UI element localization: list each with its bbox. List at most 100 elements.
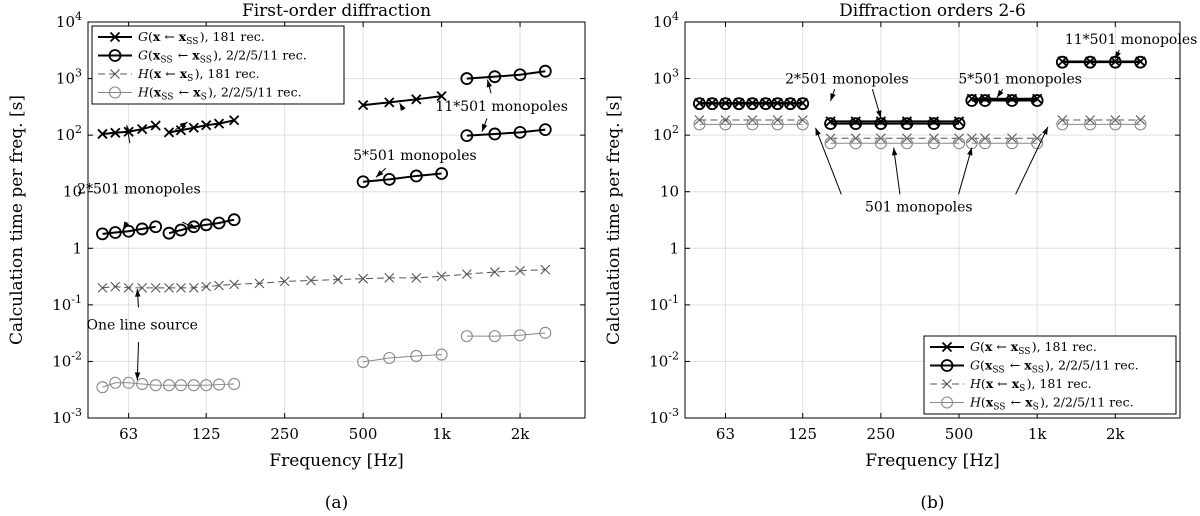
legend-label: G(xSS ← xSS ), 2/2/5/11 rec. xyxy=(970,358,1139,376)
data-point xyxy=(137,282,148,293)
arrow-head xyxy=(830,93,836,102)
data-point xyxy=(824,137,837,150)
arrow-head xyxy=(123,221,130,230)
x-tick-label: 250 xyxy=(270,425,299,443)
arrow-head xyxy=(399,102,406,111)
data-point xyxy=(540,264,551,275)
arrow-head xyxy=(179,122,188,129)
legend-label: H(xSS ← xS ), 2/2/5/11 rec. xyxy=(137,85,302,103)
y-axis-label: Calculation time per freq. [s] xyxy=(604,95,624,345)
data-point xyxy=(693,118,706,131)
y-tick-label: 1 xyxy=(72,239,82,257)
legend-label: H(xSS ← xS ), 2/2/5/11 rec. xyxy=(969,395,1134,413)
data-point xyxy=(164,282,174,293)
x-tick-label: 1k xyxy=(432,425,452,443)
data-point xyxy=(176,282,186,293)
data-point xyxy=(1134,55,1147,69)
data-point xyxy=(719,97,732,111)
series-line xyxy=(466,70,546,80)
data-point xyxy=(1055,55,1069,69)
y-tick-label: 1 xyxy=(669,239,679,257)
legend-marker xyxy=(940,359,954,372)
arrow-head xyxy=(1042,126,1048,135)
chart-title: First-order diffraction xyxy=(242,1,431,21)
data-point xyxy=(188,122,199,133)
data-point xyxy=(212,378,226,391)
data-point xyxy=(489,267,500,277)
y-tick-label: 104 xyxy=(653,10,679,31)
data-point xyxy=(732,97,746,111)
x-tick-label: 2k xyxy=(1106,425,1126,443)
arrow-head xyxy=(486,79,493,88)
data-point xyxy=(136,377,149,390)
annotation-label: 5*501 monopoles xyxy=(353,148,477,164)
data-point xyxy=(1110,115,1121,125)
data-point xyxy=(214,280,224,291)
series-line xyxy=(102,382,235,388)
legend-label: H(x ← xS ), 181 rec. xyxy=(969,376,1092,394)
data-point xyxy=(97,282,108,293)
data-point xyxy=(150,282,161,293)
y-tick-label: 10 xyxy=(660,183,679,201)
annotation-label: 501 monopoles xyxy=(865,199,973,215)
data-point xyxy=(513,125,527,139)
data-point xyxy=(110,281,121,292)
data-point xyxy=(162,226,176,240)
annotation-arrow xyxy=(815,127,842,195)
data-point xyxy=(201,281,212,292)
data-point xyxy=(746,97,759,111)
series-H-x xyxy=(694,115,1146,144)
data-point xyxy=(1135,115,1146,125)
data-point xyxy=(1005,94,1019,107)
y-tick-label: 10-1 xyxy=(52,293,82,314)
data-point xyxy=(966,133,977,144)
series-H-o xyxy=(96,326,552,394)
data-point xyxy=(135,222,149,236)
data-point xyxy=(358,273,369,284)
data-point xyxy=(1007,133,1017,144)
x-axis-label: Frequency [Hz] xyxy=(269,451,403,471)
data-point xyxy=(279,276,290,287)
data-point xyxy=(356,175,370,189)
data-point xyxy=(1030,94,1044,107)
ticks: 63 125 250 500 1k 2k 10-3 10-2 10-1 1 10 102 103 104 xyxy=(649,10,1180,443)
data-point xyxy=(149,379,162,392)
data-point xyxy=(460,129,474,143)
data-point xyxy=(539,326,552,339)
series-G-o xyxy=(96,64,552,241)
series-G-o xyxy=(693,55,1147,130)
annotation-label: 11*501 monopoles xyxy=(435,99,567,115)
annotation-arrow xyxy=(893,147,901,195)
data-point xyxy=(720,115,731,125)
grid xyxy=(685,21,1180,419)
data-point xyxy=(796,97,810,111)
panel-b: 2*501 monopoles 5*501 monopoles 11*501 mon… xyxy=(604,1,1197,513)
annotation-label: 5*501 monopoles xyxy=(958,72,1082,88)
data-point xyxy=(488,330,501,343)
data-point xyxy=(383,351,396,365)
arrow-head xyxy=(125,125,131,134)
annotation-label: 2*501 monopoles xyxy=(785,72,909,88)
data-point xyxy=(460,330,473,343)
series-line xyxy=(466,128,546,137)
arrow-head xyxy=(134,372,141,380)
data-point xyxy=(461,269,472,279)
legend-label: H(x ← xS ), 181 rec. xyxy=(137,66,260,84)
data-point xyxy=(174,223,188,237)
data-point xyxy=(229,115,240,126)
ticks: 63 125 250 500 1k 2k 10-3 10-2 10-1 1 10 102 103 104 xyxy=(52,10,585,443)
data-point xyxy=(1084,118,1097,131)
data-point xyxy=(965,94,979,107)
annotation-arrow xyxy=(958,147,973,195)
data-point xyxy=(384,272,395,283)
data-point xyxy=(163,127,175,138)
arrow-head xyxy=(815,127,821,136)
data-point xyxy=(137,123,148,135)
legend-box xyxy=(923,335,1177,415)
panel-a: 2*501 monopoles 5*501 monopoles 11*501 mon… xyxy=(7,1,586,513)
data-point xyxy=(719,118,732,131)
data-point xyxy=(187,220,201,234)
data-point xyxy=(771,118,784,131)
series-line xyxy=(363,354,442,363)
data-point xyxy=(96,381,109,394)
